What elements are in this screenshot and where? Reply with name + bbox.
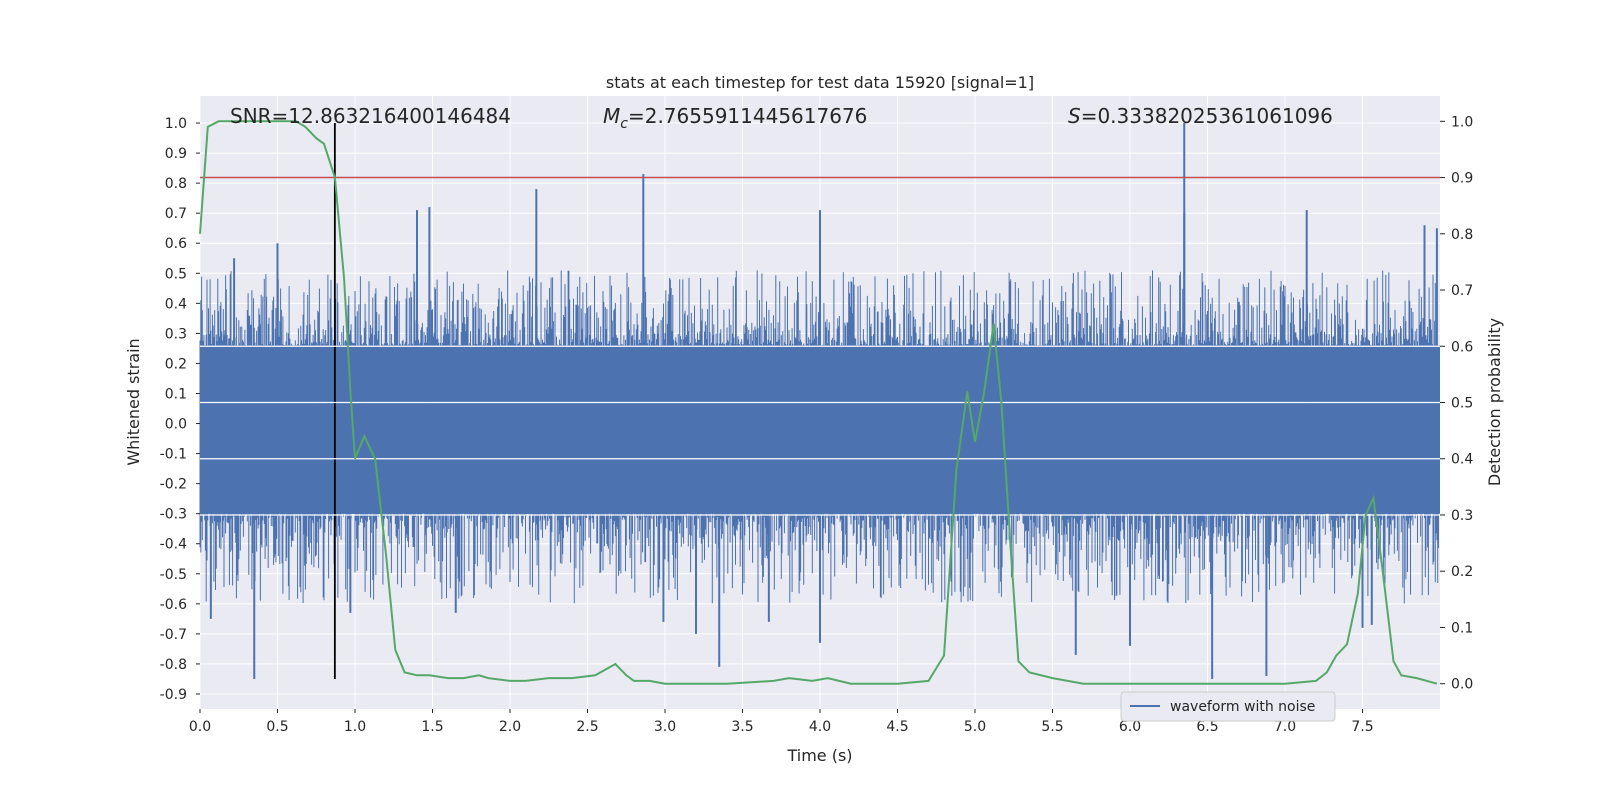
y-tick-label: -0.8 — [160, 657, 187, 673]
y-tick-label: 0.3 — [165, 326, 187, 342]
x-tick-label: 6.5 — [1196, 719, 1218, 735]
y-tick-label: 0.0 — [165, 417, 187, 433]
x-tick-label: 4.5 — [886, 719, 908, 735]
x-tick-label: 3.5 — [731, 719, 753, 735]
x-tick-label: 5.5 — [1041, 719, 1063, 735]
x-tick-label: 1.5 — [421, 719, 443, 735]
x-tick-label: 0.5 — [266, 719, 288, 735]
y-tick-label: 1.0 — [165, 116, 187, 132]
snr-annotation: SNR=12.863216400146484 — [230, 104, 511, 128]
y-tick-label: 0.1 — [165, 386, 187, 402]
y-tick-label: 0.4 — [165, 296, 187, 312]
y-tick-label: 0.5 — [165, 266, 187, 282]
y-axis-ticks: 1.0 0.9 0.8 0.7 0.6 0.5 0.4 0.3 0.2 0.1 0.0 -0.1 -0.… — [160, 116, 200, 703]
x-tick-label: 2.0 — [499, 719, 521, 735]
y-tick-label: 0.6 — [165, 236, 187, 252]
y2-tick-label: 1.0 — [1451, 114, 1473, 130]
y2-tick-label: 0.5 — [1451, 396, 1473, 412]
x-tick-label: 7.0 — [1274, 719, 1296, 735]
x-axis-label: Time (s) — [786, 746, 852, 765]
x-axis-ticks: 0.0 0.5 1.0 1.5 2.0 2.5 3.0 3.5 4.0 4.5 5.0 5.5 6.0 6… — [189, 709, 1374, 735]
y2-tick-label: 0.6 — [1451, 339, 1473, 355]
y-tick-label: -0.9 — [160, 687, 187, 703]
y2-axis-ticks: 1.0 0.9 0.8 0.7 0.6 0.5 0.4 0.3 0.2 0.1 0.0 — [1440, 114, 1473, 693]
y-tick-label: 0.7 — [165, 206, 187, 222]
y-tick-label: -0.7 — [160, 627, 187, 643]
y-tick-label: -0.3 — [160, 507, 187, 523]
y2-tick-label: 0.7 — [1451, 283, 1473, 299]
x-tick-label: 3.0 — [654, 719, 676, 735]
probability-line — [199, 120, 1438, 685]
s-annotation: S=0.33382025361061096 — [1068, 104, 1333, 128]
x-tick-label: 6.0 — [1119, 719, 1141, 735]
x-tick-label: 7.5 — [1351, 719, 1373, 735]
y-axis-label: Whitened strain — [124, 338, 143, 465]
x-tick-label: 5.0 — [964, 719, 986, 735]
overlay-lines — [200, 123, 1440, 679]
legend-label: waveform with noise — [1170, 699, 1315, 715]
chart-title: stats at each timestep for test data 159… — [606, 73, 1034, 92]
y-tick-label: -0.1 — [160, 447, 187, 463]
mc-annotation: Mc=2.7655911445617676 — [603, 104, 867, 132]
legend-box — [1120, 691, 1336, 722]
y2-tick-label: 0.0 — [1451, 677, 1473, 693]
x-tick-label: 0.0 — [189, 719, 211, 735]
x-tick-label: 2.5 — [576, 719, 598, 735]
y-tick-label: 0.9 — [165, 146, 187, 162]
y2-tick-label: 0.3 — [1451, 508, 1473, 524]
y-tick-label: 0.8 — [165, 176, 187, 192]
y2-axis-label: Detection probability — [1485, 318, 1504, 486]
y-tick-label: 0.2 — [165, 356, 187, 372]
probability-series — [199, 120, 1438, 685]
y2-tick-label: 0.9 — [1451, 171, 1473, 187]
y2-tick-label: 0.1 — [1451, 620, 1473, 636]
waveform-series — [199, 123, 1440, 679]
y-tick-label: -0.4 — [160, 537, 187, 553]
x-tick-label: 4.0 — [809, 719, 831, 735]
waveform-noise — [199, 270, 1440, 604]
y2-tick-label: 0.8 — [1451, 227, 1473, 243]
legend: waveform with noise — [1120, 691, 1336, 722]
y2-tick-label: 0.2 — [1451, 564, 1473, 580]
y-tick-label: -0.6 — [160, 597, 187, 613]
y-tick-label: -0.5 — [160, 567, 187, 583]
y2-tick-label: 0.4 — [1451, 452, 1473, 468]
y-tick-label: -0.2 — [160, 477, 187, 493]
x-tick-label: 1.0 — [344, 719, 366, 735]
